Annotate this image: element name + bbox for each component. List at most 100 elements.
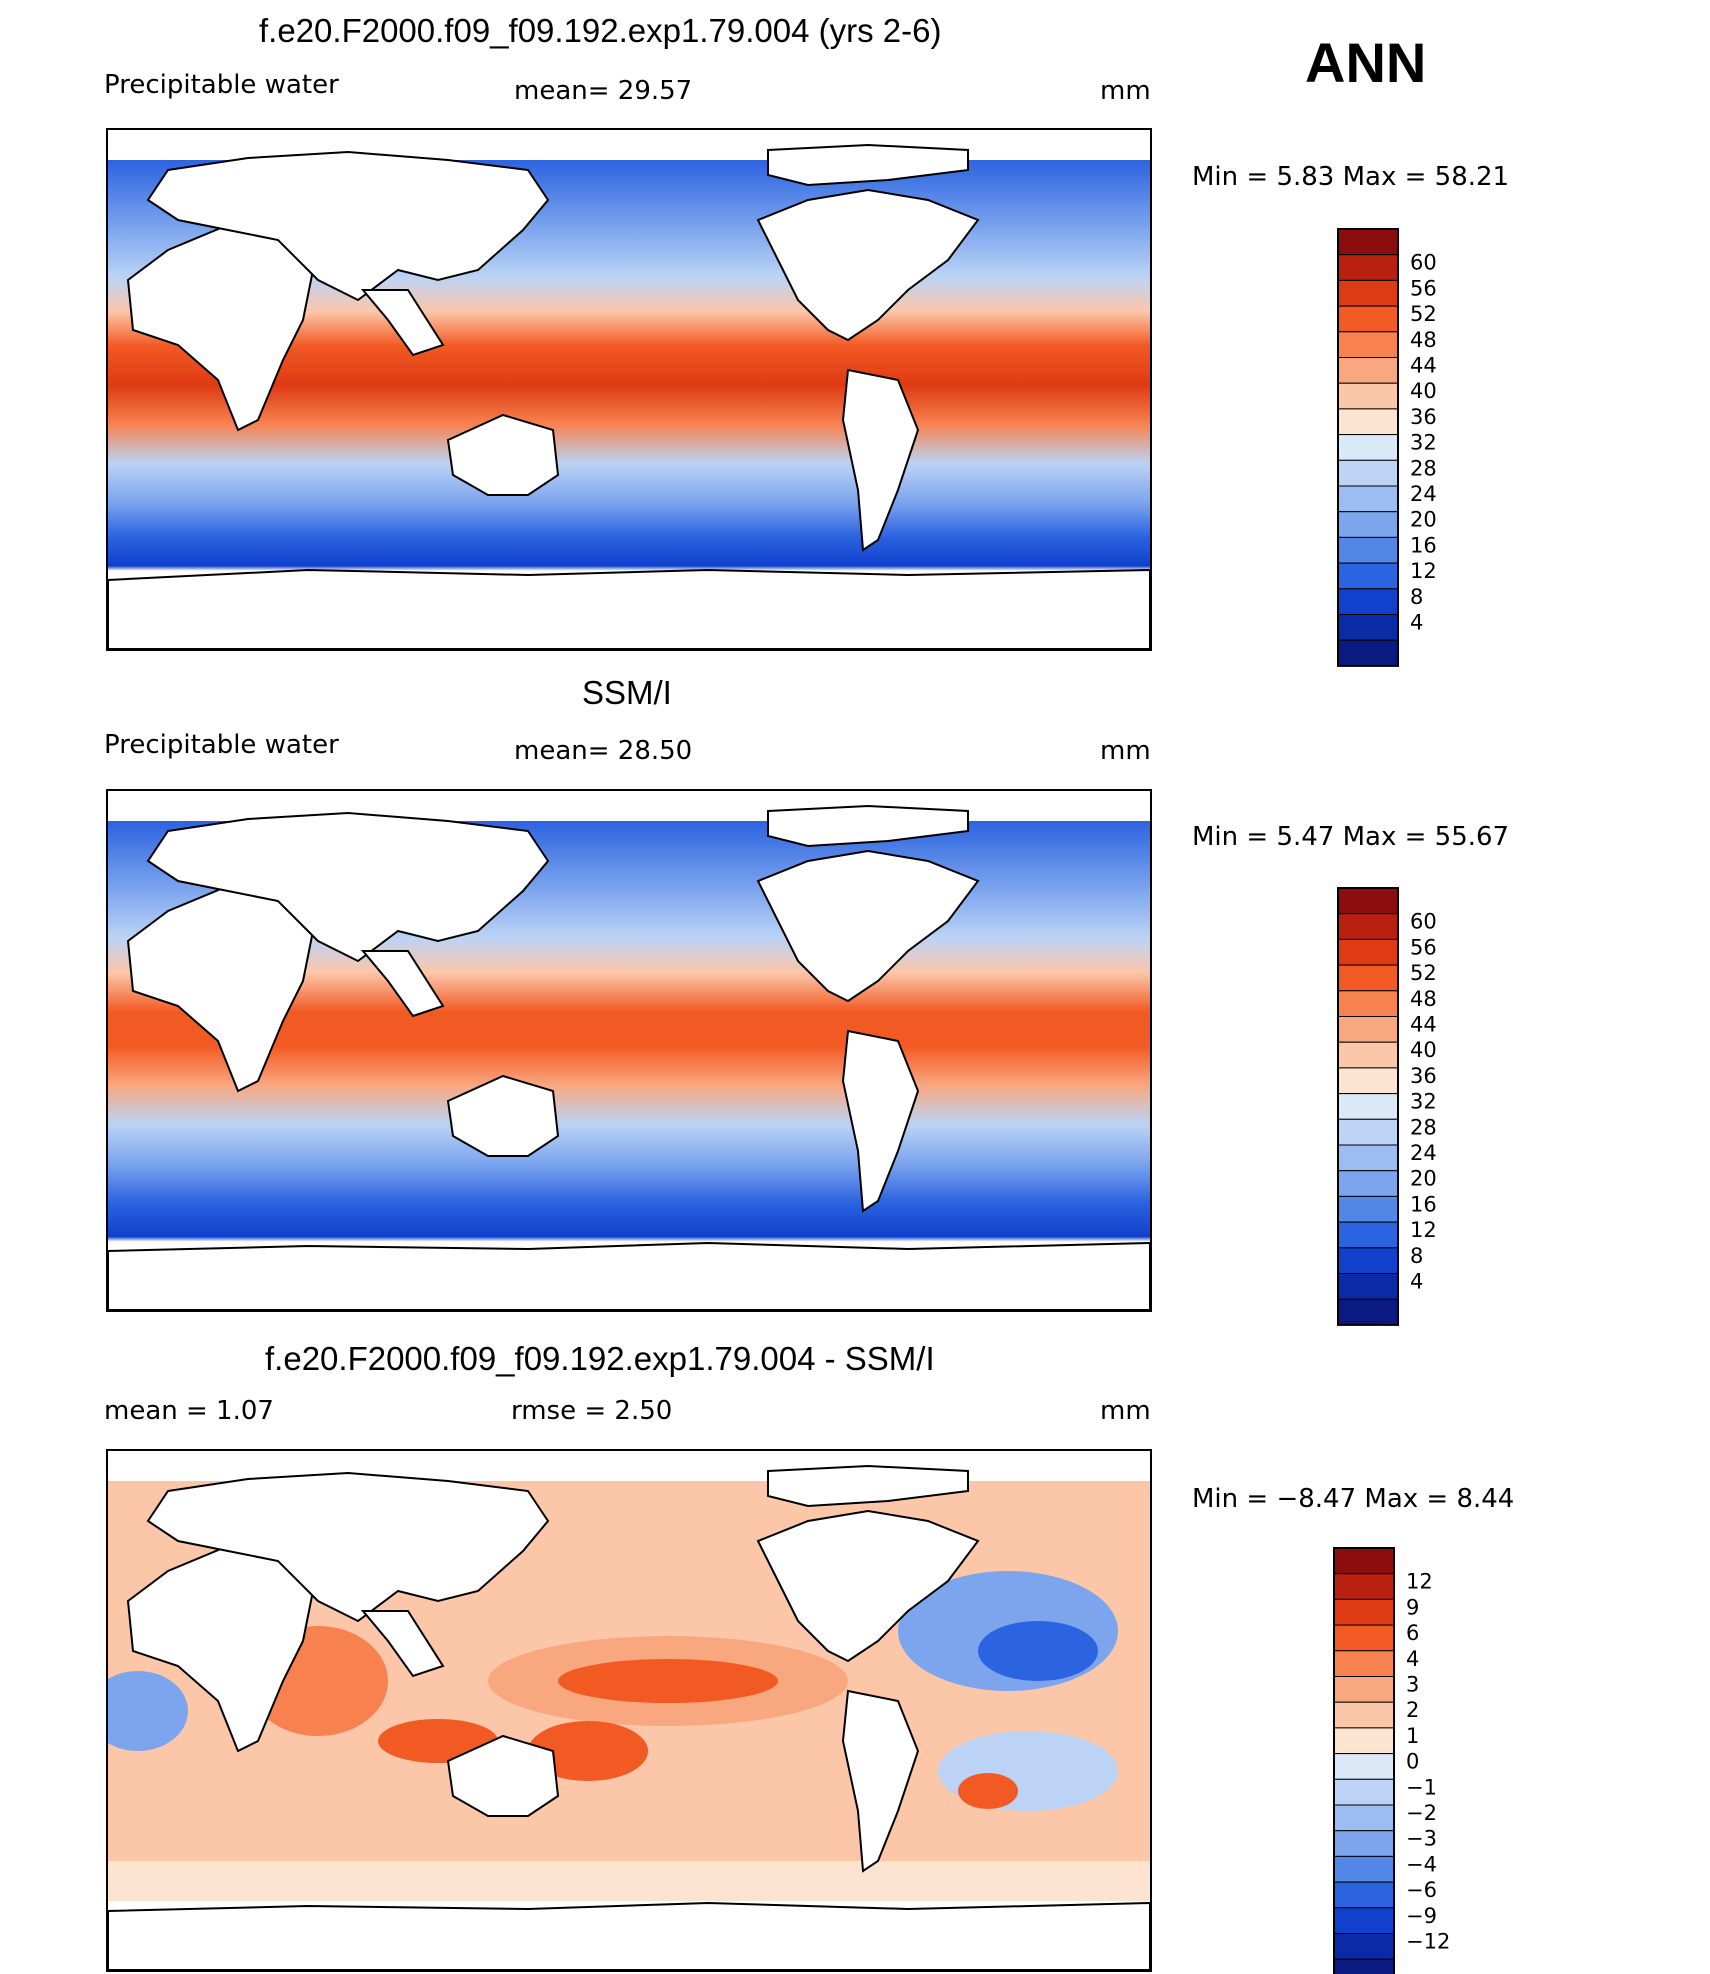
colorbar-swatch: [1337, 1016, 1399, 1043]
colorbar-swatch: [1333, 1881, 1395, 1909]
panel3-mean-label: mean = 1.07: [104, 1396, 274, 1426]
colorbar-swatch: [1333, 1650, 1395, 1678]
colorbar-tick-label: 36: [1410, 405, 1437, 429]
colorbar-swatch: [1337, 588, 1399, 615]
colorbar-swatch: [1337, 964, 1399, 992]
colorbar-swatch: [1333, 1933, 1395, 1960]
panel1-mean-label: mean= 29.57: [514, 76, 693, 106]
colorbar-swatch: [1333, 1753, 1395, 1780]
colorbar-tick-label: 48: [1410, 987, 1437, 1011]
panel1-minmax-label: Min = 5.83 Max = 58.21: [1192, 162, 1510, 192]
colorbar-tick-label: 40: [1410, 379, 1437, 403]
colorbar-tick-label: 6: [1406, 1621, 1419, 1645]
colorbar-swatch: [1337, 1067, 1399, 1095]
colorbar-swatch: [1337, 357, 1399, 384]
colorbar-swatch: [1333, 1778, 1395, 1806]
colorbar-swatch: [1333, 1547, 1395, 1575]
colorbar-tick-label: 36: [1410, 1064, 1437, 1088]
colorbar-swatch: [1333, 1598, 1395, 1626]
colorbar-tick-label: 16: [1410, 1192, 1437, 1216]
colorbar-swatch: [1337, 382, 1399, 410]
colorbar-tick-label: 4: [1406, 1647, 1419, 1671]
colorbar-tick-label: 56: [1410, 276, 1437, 300]
colorbar-swatch: [1337, 254, 1399, 281]
panel3-continents: [108, 1464, 1150, 1970]
colorbar-swatch: [1337, 1144, 1399, 1172]
colorbar-tick-label: 48: [1410, 328, 1437, 352]
colorbar-tick-label: 1: [1406, 1724, 1419, 1748]
colorbar-swatch: [1337, 485, 1399, 513]
colorbar-tick-label: −9: [1406, 1904, 1437, 1928]
colorbar-swatch: [1337, 331, 1399, 359]
panel3-anomalies: [108, 1571, 1150, 1901]
panel3-rmse-label: rmse = 2.50: [511, 1396, 673, 1426]
colorbar-tick-label: 12: [1406, 1570, 1433, 1594]
panel3-map: [106, 1449, 1152, 1972]
colorbar-swatch: [1333, 1907, 1395, 1934]
season-label: ANN: [1305, 31, 1427, 94]
colorbar-swatch: [1337, 562, 1399, 590]
colorbar-swatch: [1333, 1804, 1395, 1832]
panel2-title: SSM/I: [582, 674, 672, 711]
colorbar-swatch: [1333, 1573, 1395, 1600]
colorbar-swatch: [1337, 1195, 1399, 1223]
panel1-colorbar: 60 56 52 48 44 40 36 32 28 24 20 16 12 8 4: [1337, 228, 1518, 667]
colorbar-tick-label: 28: [1410, 456, 1437, 480]
panel2-variable-label: Precipitable water: [104, 730, 339, 760]
panel3-unit-label: mm: [1100, 1396, 1151, 1426]
panel2-unit-label: mm: [1100, 736, 1151, 766]
colorbar-tick-label: −2: [1406, 1801, 1437, 1825]
colorbar-swatch: [1337, 434, 1399, 461]
panel1-map: [106, 128, 1152, 651]
colorbar-tick-label: 60: [1410, 910, 1437, 934]
colorbar-tick-label: 0: [1406, 1750, 1419, 1774]
colorbar-tick-label: 12: [1410, 1218, 1437, 1242]
colorbar-swatch: [1337, 1273, 1399, 1300]
colorbar-tick-label: 52: [1410, 302, 1437, 326]
colorbar-swatch: [1337, 1221, 1399, 1249]
colorbar-border: [1337, 228, 1399, 667]
colorbar-tick-label: 8: [1410, 585, 1423, 609]
colorbar-tick-label: 24: [1410, 1141, 1437, 1165]
colorbar-tick-label: 8: [1410, 1244, 1423, 1268]
colorbar-swatch: [1337, 1170, 1399, 1197]
colorbar-swatch: [1333, 1701, 1395, 1729]
panel2-continents: [108, 804, 1150, 1310]
colorbar-tick-label: 9: [1406, 1595, 1419, 1619]
colorbar-tick-label: 44: [1410, 1013, 1437, 1037]
colorbar-swatch: [1333, 1676, 1395, 1703]
panel3-title: f.e20.F2000.f09_f09.192.exp1.79.004 - SS…: [265, 1340, 935, 1377]
colorbar-swatch: [1337, 228, 1399, 256]
colorbar-tick-label: 16: [1410, 533, 1437, 557]
panel2-mean-label: mean= 28.50: [514, 736, 693, 766]
panel2-minmax-label: Min = 5.47 Max = 55.67: [1192, 822, 1510, 852]
panel3-minmax-label: Min = −8.47 Max = 8.44: [1192, 1484, 1515, 1514]
colorbar-swatch: [1333, 1727, 1395, 1755]
panel1-unit-label: mm: [1100, 76, 1151, 106]
colorbar-tick-label: 2: [1406, 1698, 1419, 1722]
colorbar-tick-label: 12: [1410, 559, 1437, 583]
panel2-colorbar: 60 56 52 48 44 40 36 32 28 24 20 16 12 8 4: [1337, 887, 1518, 1326]
colorbar-swatch: [1337, 1041, 1399, 1069]
colorbar-tick-label: 4: [1410, 611, 1423, 635]
colorbar-swatch: [1337, 1118, 1399, 1146]
colorbar-tick-label: 60: [1410, 251, 1437, 275]
colorbar-swatch: [1337, 1093, 1399, 1120]
colorbar-swatch: [1337, 938, 1399, 966]
colorbar-swatch: [1333, 1855, 1395, 1883]
colorbar-tick-label: 28: [1410, 1115, 1437, 1139]
panel1-title: f.e20.F2000.f09_f09.192.exp1.79.004 (yrs…: [259, 12, 942, 49]
colorbar-swatch: [1337, 459, 1399, 487]
colorbar-tick-label: −4: [1406, 1852, 1437, 1876]
panel1-variable-label: Precipitable water: [104, 70, 339, 100]
colorbar-swatch: [1337, 614, 1399, 641]
colorbar-swatch: [1337, 1298, 1399, 1326]
colorbar-tick-label: 52: [1410, 961, 1437, 985]
colorbar-tick-label: −3: [1406, 1827, 1437, 1851]
colorbar-tick-label: −1: [1406, 1775, 1437, 1799]
panel3-colorbar: 12 9 6 4 3 2 1 0 −1 −2 −3 −4 −6 −9 −12: [1333, 1547, 1514, 1974]
colorbar-swatch: [1333, 1958, 1395, 1974]
colorbar-swatch: [1337, 536, 1399, 564]
colorbar-swatch: [1333, 1624, 1395, 1652]
colorbar-tick-label: 40: [1410, 1038, 1437, 1062]
